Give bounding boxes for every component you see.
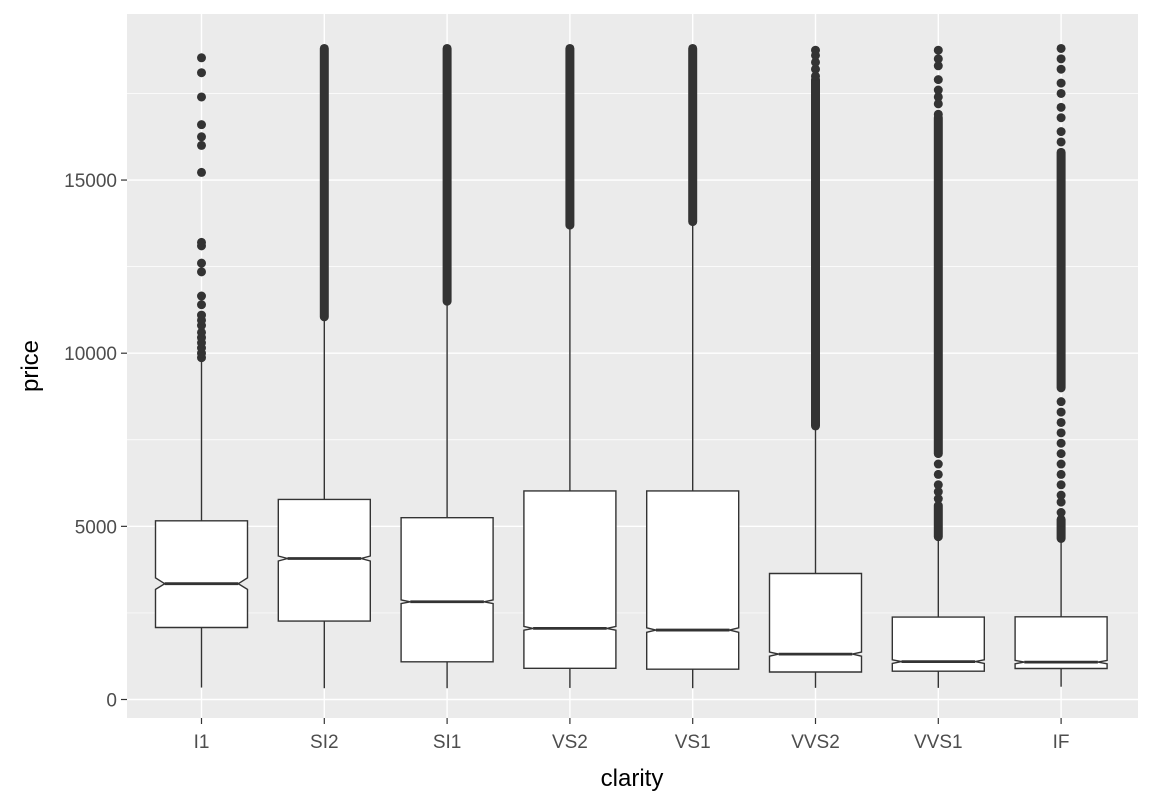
outlier-point — [197, 140, 206, 150]
outlier-band — [933, 113, 943, 459]
outlier-point — [933, 92, 943, 102]
outlier-point — [1056, 490, 1066, 500]
outlier-point — [811, 45, 820, 55]
box-body — [400, 517, 494, 663]
outlier-point — [933, 494, 943, 504]
x-tick-label: VVS2 — [791, 732, 840, 753]
outlier-point — [811, 57, 820, 67]
y-tick-label: 5000 — [75, 517, 117, 538]
box-vs2 — [523, 43, 617, 688]
x-axis: I1 SI2 SI1 VS2 VS1 VVS2 VVS1 IF — [194, 718, 1070, 753]
outlier-band — [933, 501, 943, 542]
outlier-band — [319, 43, 329, 322]
outlier-point — [197, 68, 206, 78]
box-body — [768, 572, 863, 673]
x-tick-label: SI2 — [310, 732, 339, 753]
outlier-point — [933, 61, 943, 71]
outlier-point — [933, 109, 943, 119]
outlier-point — [933, 45, 943, 55]
outlier-point — [197, 258, 206, 268]
box-body — [646, 490, 740, 670]
outlier-band — [1056, 514, 1066, 543]
box-vvs1 — [891, 45, 985, 688]
outlier-band — [565, 43, 575, 230]
box-vvs2 — [768, 45, 863, 688]
outlier-point — [1056, 43, 1066, 53]
outlier-point — [1056, 137, 1066, 147]
outlier-point — [197, 291, 206, 301]
outlier-point — [197, 120, 206, 130]
outlier-point — [197, 310, 206, 320]
outlier-band — [442, 43, 452, 306]
outlier-point — [197, 267, 206, 277]
outlier-point — [1056, 428, 1066, 438]
outlier-point — [1056, 438, 1066, 448]
outlier-point — [197, 327, 206, 337]
outlier-point — [1056, 127, 1066, 137]
box-si1 — [400, 43, 494, 689]
x-tick-label: I1 — [194, 732, 210, 753]
outlier-point — [1056, 417, 1066, 427]
outlier-point — [1056, 449, 1066, 459]
y-axis: 0 5000 10000 15000 — [64, 171, 127, 712]
y-axis-title: price — [17, 340, 44, 392]
outlier-point — [933, 85, 943, 95]
box-body — [154, 520, 249, 629]
outlier-point — [1056, 78, 1066, 88]
outlier-point — [933, 99, 943, 109]
x-tick-label: VVS1 — [914, 732, 963, 753]
outlier-point — [1056, 113, 1066, 123]
y-tick-label: 0 — [106, 691, 117, 712]
outlier-point — [1056, 88, 1066, 98]
outlier-point — [1056, 407, 1066, 417]
outlier-band — [1056, 147, 1066, 393]
box-body — [891, 616, 985, 672]
outlier-point — [1056, 469, 1066, 479]
outlier-point — [933, 459, 943, 469]
outlier-point — [197, 300, 206, 310]
box-i1 — [154, 53, 249, 688]
outlier-point — [811, 64, 820, 74]
boxes-layer — [154, 43, 1108, 689]
outlier-point — [197, 92, 206, 102]
outlier-point — [933, 480, 943, 490]
x-tick-label: VS2 — [552, 732, 588, 753]
outlier-band — [811, 75, 820, 431]
outlier-point — [1056, 459, 1066, 469]
outlier-point — [1056, 54, 1066, 64]
y-tick-label: 15000 — [64, 171, 117, 192]
outlier-point — [1056, 102, 1066, 112]
outlier-point — [197, 132, 206, 142]
outlier-point — [1056, 397, 1066, 407]
box-si2 — [277, 43, 371, 689]
outlier-point — [933, 54, 943, 64]
outlier-point — [197, 167, 206, 177]
box-body — [277, 498, 371, 622]
box-body — [1014, 616, 1108, 670]
outlier-point — [1056, 64, 1066, 74]
box-vs1 — [646, 43, 740, 689]
outlier-point — [1056, 480, 1066, 490]
outlier-point — [933, 469, 943, 479]
y-tick-label: 10000 — [64, 344, 117, 365]
x-axis-title: clarity — [601, 765, 664, 792]
box-if — [1014, 43, 1108, 687]
outlier-point — [933, 487, 943, 497]
outlier-point — [933, 75, 943, 85]
x-tick-label: IF — [1053, 732, 1070, 753]
x-tick-label: VS1 — [675, 732, 711, 753]
outlier-band — [688, 43, 698, 227]
box-body — [523, 490, 617, 669]
outlier-point — [1056, 497, 1066, 507]
x-tick-label: SI1 — [433, 732, 462, 753]
outlier-point — [197, 53, 206, 63]
outlier-point — [811, 71, 820, 81]
outlier-point — [1056, 507, 1066, 517]
outlier-point — [197, 237, 206, 247]
